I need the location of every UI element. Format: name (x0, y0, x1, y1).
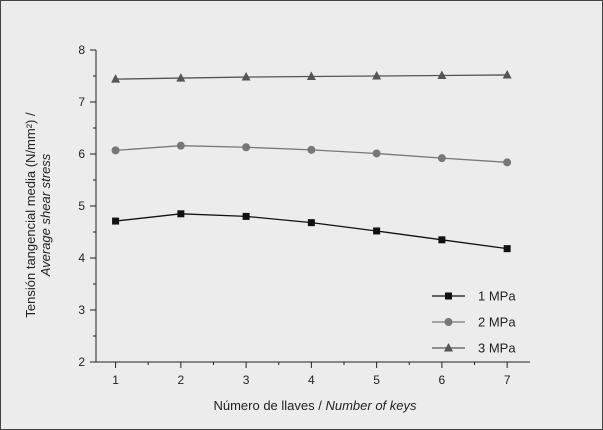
data-point (307, 219, 315, 227)
data-point (112, 217, 120, 225)
axes (95, 50, 530, 363)
data-point (437, 70, 447, 79)
series-group (111, 69, 512, 253)
data-point (111, 74, 121, 83)
legend-entry: 1 MPa (432, 289, 516, 304)
x-tick-label: 5 (373, 373, 380, 387)
x-tick-label: 1 (112, 373, 119, 387)
legend-entry: 3 MPa (432, 341, 516, 356)
series-1 (112, 210, 511, 253)
legend-marker (444, 318, 453, 326)
x-ticks: 1 2 3 4 5 6 7 (112, 362, 511, 387)
data-point (241, 72, 251, 81)
data-point (306, 71, 316, 81)
legend: 1 MPa 2 MPa 3 MPa (432, 289, 516, 356)
y-tick-label: 3 (78, 303, 85, 317)
data-point (503, 158, 512, 167)
y-ticks: 2 3 4 5 6 7 8 (78, 43, 96, 369)
x-tick-label: 6 (439, 373, 446, 387)
x-tick-label: 7 (504, 373, 511, 387)
data-point (437, 154, 446, 163)
data-point (438, 236, 446, 244)
legend-label: 3 MPa (478, 341, 516, 356)
series-2 (111, 141, 512, 167)
x-axis-title: Número de llaves / Number of keys (213, 398, 417, 413)
y-tick-label: 7 (78, 95, 85, 109)
data-point (242, 143, 251, 152)
x-axis-title-en: Number of keys (325, 398, 417, 413)
series-3 (111, 69, 512, 83)
x-axis-title-main: Número de llaves / (213, 398, 325, 413)
y-axis-title-main: Tensión tangencial media (N/mm²) / (23, 112, 38, 318)
legend-marker (445, 292, 452, 300)
data-point (307, 145, 316, 154)
data-point (372, 149, 381, 158)
x-tick-label: 2 (177, 373, 184, 387)
data-point (372, 71, 382, 80)
data-point (176, 73, 186, 82)
data-point (176, 141, 185, 150)
data-point (503, 245, 511, 253)
y-tick-label: 5 (78, 199, 85, 213)
legend-label: 1 MPa (478, 289, 516, 304)
series-line (115, 213, 508, 250)
data-point (502, 69, 512, 79)
data-point (373, 227, 381, 235)
legend-label: 2 MPa (478, 315, 516, 330)
legend-marker (444, 343, 453, 352)
data-point (242, 212, 250, 220)
data-point (177, 210, 185, 218)
y-tick-label: 6 (78, 147, 85, 161)
x-tick-label: 3 (243, 373, 250, 387)
y-tick-label: 8 (78, 43, 85, 57)
legend-entry: 2 MPa (432, 315, 516, 330)
y-tick-label: 2 (78, 355, 85, 369)
x-tick-label: 4 (308, 373, 315, 387)
y-tick-label: 4 (78, 251, 85, 265)
y-axis-title-en: Average shear stress (38, 153, 53, 277)
data-point (111, 146, 120, 155)
